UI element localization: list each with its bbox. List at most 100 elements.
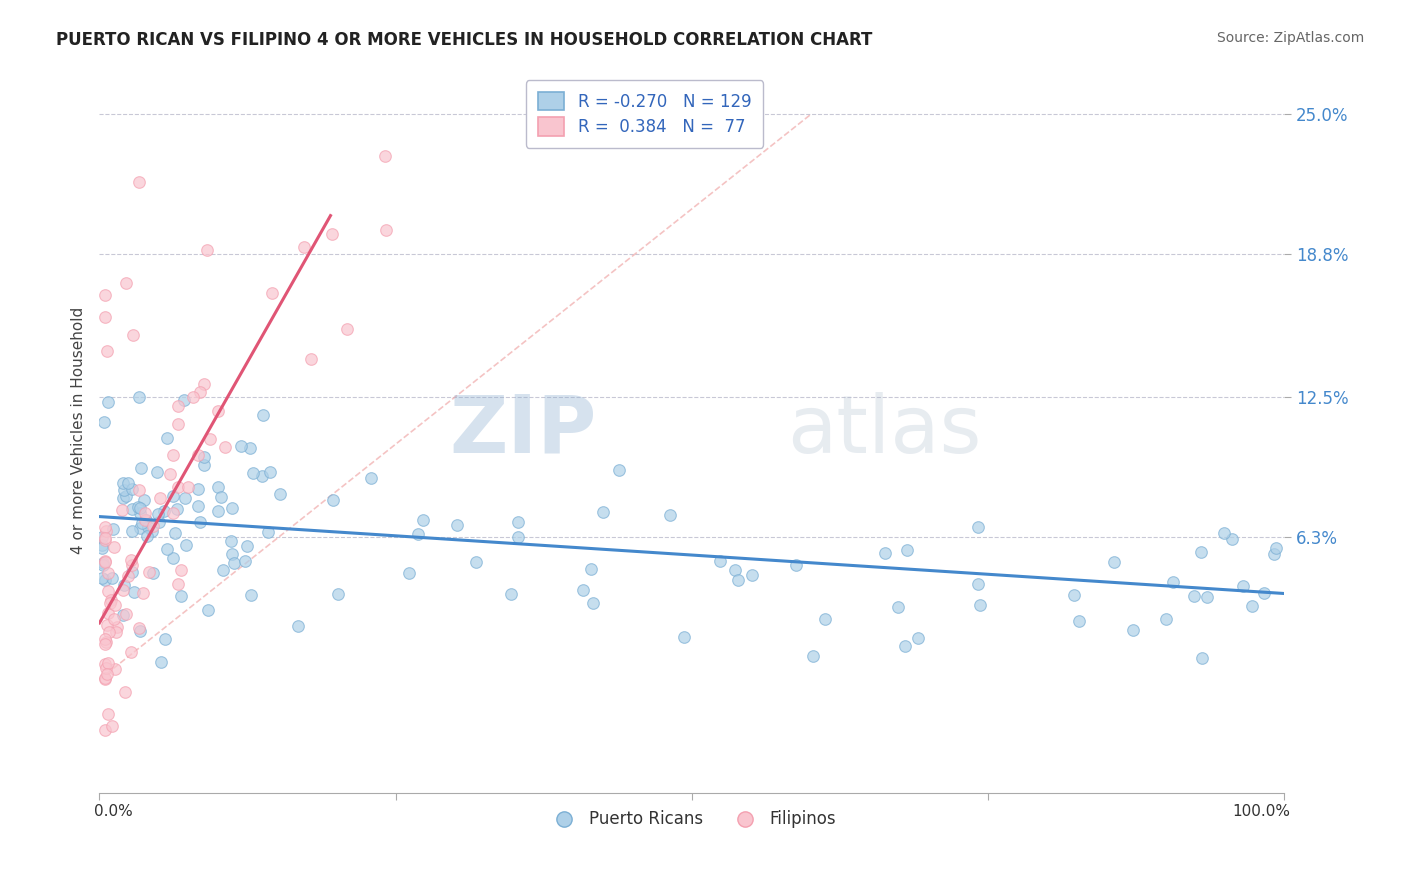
- Point: [299, 352, 322, 367]
- Point: [446, 517, 468, 532]
- Point: [97, 584, 120, 599]
- Point: [1154, 612, 1177, 626]
- Point: [117, 476, 139, 491]
- Point: [1063, 588, 1085, 602]
- Point: [1213, 526, 1236, 541]
- Point: [105, 620, 128, 634]
- Point: [98, 596, 121, 610]
- Point: [96, 618, 118, 632]
- Point: [262, 286, 284, 301]
- Point: [1122, 624, 1144, 638]
- Point: [101, 522, 124, 536]
- Point: [235, 539, 257, 553]
- Point: [801, 648, 824, 663]
- Point: [142, 518, 165, 533]
- Text: Source: ZipAtlas.com: Source: ZipAtlas.com: [1216, 31, 1364, 45]
- Point: [239, 441, 262, 455]
- Point: [121, 482, 143, 496]
- Point: [1253, 585, 1275, 599]
- Point: [209, 491, 232, 505]
- Point: [250, 468, 273, 483]
- Point: [966, 577, 988, 591]
- Point: [146, 465, 169, 479]
- Point: [94, 519, 117, 533]
- Point: [499, 587, 522, 601]
- Point: [188, 384, 211, 399]
- Point: [96, 707, 118, 722]
- Point: [146, 507, 169, 521]
- Point: [101, 571, 124, 585]
- Point: [1102, 555, 1125, 569]
- Point: [322, 492, 344, 507]
- Point: [673, 630, 696, 644]
- Point: [121, 566, 143, 580]
- Point: [128, 175, 150, 189]
- Point: [138, 520, 160, 534]
- Point: [90, 541, 112, 555]
- Point: [1161, 575, 1184, 590]
- Point: [269, 487, 291, 501]
- Point: [207, 404, 229, 418]
- Point: [506, 515, 529, 529]
- Point: [374, 223, 396, 237]
- Point: [259, 465, 281, 479]
- Point: [120, 552, 142, 566]
- Point: [122, 585, 145, 599]
- Point: [120, 645, 142, 659]
- Point: [723, 563, 745, 577]
- Point: [94, 554, 117, 568]
- Point: [1263, 548, 1285, 562]
- Point: [149, 491, 172, 506]
- Legend: Puerto Ricans, Filipinos: Puerto Ricans, Filipinos: [541, 804, 844, 835]
- Point: [97, 566, 120, 580]
- Point: [162, 507, 184, 521]
- Point: [129, 507, 152, 521]
- Point: [464, 555, 486, 569]
- Point: [607, 462, 630, 476]
- Point: [141, 524, 163, 538]
- Point: [162, 448, 184, 462]
- Point: [91, 572, 114, 586]
- Point: [94, 672, 117, 686]
- Point: [162, 489, 184, 503]
- Point: [219, 534, 242, 549]
- Point: [94, 288, 117, 302]
- Point: [326, 587, 349, 601]
- Text: ZIP: ZIP: [450, 392, 598, 469]
- Point: [94, 524, 117, 539]
- Point: [374, 149, 396, 163]
- Point: [156, 542, 179, 557]
- Point: [188, 516, 211, 530]
- Point: [94, 657, 117, 672]
- Point: [94, 531, 117, 545]
- Point: [1220, 532, 1243, 546]
- Point: [101, 719, 124, 733]
- Point: [193, 458, 215, 472]
- Point: [138, 565, 160, 579]
- Point: [1067, 615, 1090, 629]
- Point: [173, 393, 195, 408]
- Point: [195, 243, 218, 257]
- Point: [292, 240, 315, 254]
- Point: [114, 607, 136, 621]
- Point: [257, 524, 280, 539]
- Point: [198, 432, 221, 446]
- Point: [167, 399, 190, 413]
- Point: [174, 538, 197, 552]
- Point: [94, 637, 117, 651]
- Point: [91, 558, 114, 572]
- Point: [287, 619, 309, 633]
- Point: [321, 227, 343, 242]
- Point: [97, 394, 120, 409]
- Point: [135, 513, 157, 527]
- Point: [121, 502, 143, 516]
- Point: [579, 561, 602, 575]
- Point: [112, 475, 135, 490]
- Point: [91, 556, 114, 570]
- Point: [134, 513, 156, 527]
- Point: [131, 516, 153, 531]
- Point: [148, 515, 170, 529]
- Point: [132, 586, 155, 600]
- Y-axis label: 4 or more Vehicles in Household: 4 or more Vehicles in Household: [72, 307, 86, 554]
- Point: [94, 635, 117, 649]
